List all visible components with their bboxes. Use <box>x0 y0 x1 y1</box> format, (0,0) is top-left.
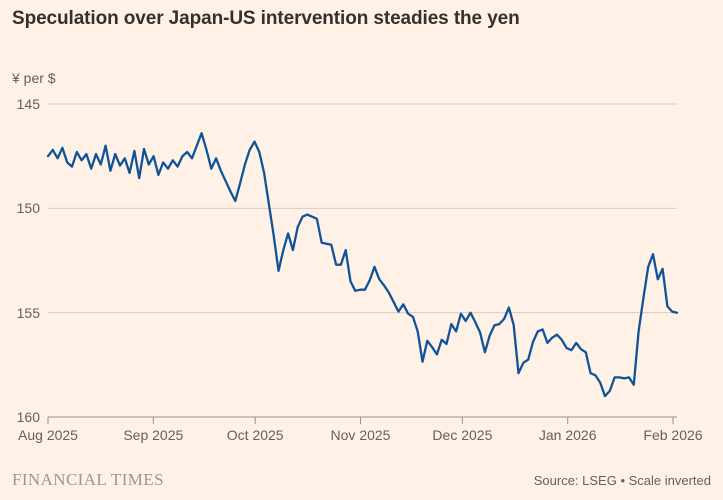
y-axis-unit-label: ¥ per $ <box>12 70 56 86</box>
x-axis-label-dec-2025: Dec 2025 <box>432 427 493 443</box>
source-note: Source: LSEG • Scale inverted <box>533 473 711 488</box>
y-axis-label-160: 160 <box>16 409 40 425</box>
y-axis-label-155: 155 <box>16 304 40 321</box>
chart-title: Speculation over Japan-US intervention s… <box>12 8 520 29</box>
x-axis-label-oct-2025: Oct 2025 <box>226 427 284 443</box>
x-axis-label-feb-2026: Feb 2026 <box>643 427 703 443</box>
y-axis-label-150: 150 <box>16 200 40 217</box>
x-axis-label-sep-2025: Sep 2025 <box>123 427 184 443</box>
y-axis-label-145: 145 <box>16 96 40 112</box>
x-axis-label-nov-2025: Nov 2025 <box>330 427 391 443</box>
x-axis-label-jan-2026: Jan 2026 <box>538 427 597 443</box>
financial-times-logo: FINANCIAL TIMES <box>12 470 164 489</box>
yen-per-dollar-line <box>46 132 679 398</box>
yen-line-chart <box>46 103 679 424</box>
x-axis-label-aug-2025: Aug 2025 <box>18 427 78 443</box>
